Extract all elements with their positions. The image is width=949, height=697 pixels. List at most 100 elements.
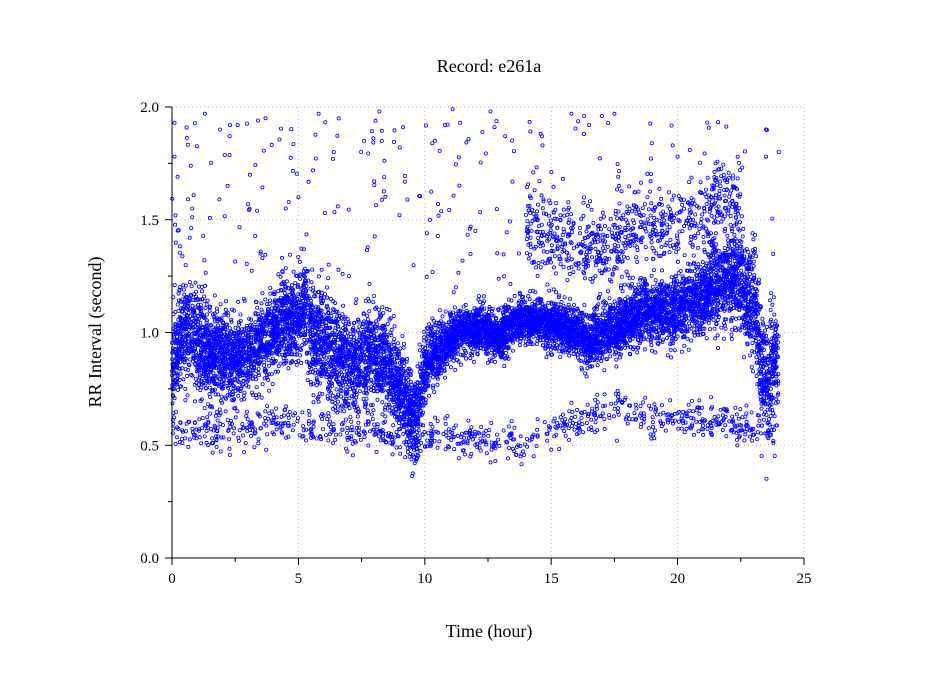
data-point xyxy=(722,323,727,328)
data-point xyxy=(665,353,670,358)
data-point xyxy=(619,285,624,290)
data-point xyxy=(562,295,567,300)
data-point xyxy=(212,293,217,298)
data-point xyxy=(614,357,619,362)
data-point xyxy=(614,364,619,369)
data-point xyxy=(190,303,195,308)
data-point xyxy=(773,319,778,324)
data-point xyxy=(753,338,758,343)
data-point xyxy=(442,375,447,380)
data-point xyxy=(380,400,385,405)
data-point xyxy=(641,337,646,342)
data-point xyxy=(404,359,409,364)
data-point xyxy=(185,373,190,378)
data-point xyxy=(223,299,228,304)
data-point xyxy=(598,291,603,296)
data-point xyxy=(605,289,610,294)
data-point xyxy=(585,366,590,371)
data-point xyxy=(319,267,324,272)
data-point xyxy=(567,353,572,358)
data-point xyxy=(729,332,734,337)
data-point xyxy=(386,354,391,359)
data-point xyxy=(672,348,677,353)
data-point xyxy=(739,214,744,219)
data-point xyxy=(400,333,405,338)
data-point xyxy=(760,316,765,321)
data-point xyxy=(751,263,756,268)
data-point xyxy=(503,350,508,355)
data-point xyxy=(504,355,509,360)
data-point xyxy=(353,301,358,306)
data-point xyxy=(419,412,424,417)
data-point xyxy=(254,385,259,390)
data-point xyxy=(175,302,180,307)
data-point xyxy=(357,389,362,394)
data-point xyxy=(660,268,665,273)
data-point xyxy=(512,293,517,298)
data-point xyxy=(183,386,188,391)
data-point xyxy=(262,363,267,368)
data-point xyxy=(753,232,758,237)
data-point xyxy=(669,355,674,360)
data-point xyxy=(668,282,673,287)
data-point xyxy=(360,325,365,330)
data-point xyxy=(440,314,445,319)
data-point xyxy=(223,307,228,312)
data-point xyxy=(191,297,196,302)
data-point xyxy=(712,326,717,331)
data-point xyxy=(185,393,190,398)
data-point xyxy=(770,424,775,429)
data-point xyxy=(349,339,354,344)
data-point xyxy=(547,288,552,293)
data-point xyxy=(427,322,432,327)
data-point xyxy=(433,415,438,420)
data-point xyxy=(622,282,627,287)
data-point xyxy=(453,367,458,372)
data-point xyxy=(371,300,376,305)
data-point xyxy=(383,414,388,419)
data-point xyxy=(176,308,181,313)
data-point xyxy=(181,377,186,382)
data-point xyxy=(716,268,721,273)
data-point xyxy=(316,274,321,279)
data-point xyxy=(698,265,703,270)
data-point xyxy=(723,326,728,331)
data-point xyxy=(298,353,303,358)
data-point xyxy=(771,295,776,300)
data-point xyxy=(417,342,422,347)
data-point xyxy=(415,364,420,369)
data-points xyxy=(170,107,781,481)
data-point xyxy=(328,296,333,301)
data-point xyxy=(635,350,640,355)
data-point xyxy=(219,394,224,399)
data-point xyxy=(289,283,294,288)
data-point xyxy=(764,325,769,330)
data-point xyxy=(595,363,600,368)
data-point xyxy=(204,318,209,323)
data-point xyxy=(435,382,440,387)
data-point xyxy=(767,364,772,369)
data-point xyxy=(187,280,192,285)
data-point xyxy=(651,268,656,273)
data-point xyxy=(517,343,522,348)
data-point xyxy=(195,386,200,391)
data-point xyxy=(334,387,339,392)
data-point xyxy=(223,409,228,414)
data-point xyxy=(601,305,606,310)
data-point xyxy=(768,298,773,303)
data-point xyxy=(325,394,330,399)
data-point xyxy=(268,285,273,290)
data-point xyxy=(738,283,743,288)
data-point xyxy=(751,237,756,242)
data-point xyxy=(257,392,262,397)
data-point xyxy=(189,284,194,289)
data-point xyxy=(527,297,532,302)
data-point xyxy=(426,393,431,398)
data-point xyxy=(282,290,287,295)
data-point xyxy=(649,273,654,278)
data-point xyxy=(202,405,207,410)
data-point xyxy=(689,326,694,331)
data-point xyxy=(259,301,264,306)
data-point xyxy=(314,383,319,388)
